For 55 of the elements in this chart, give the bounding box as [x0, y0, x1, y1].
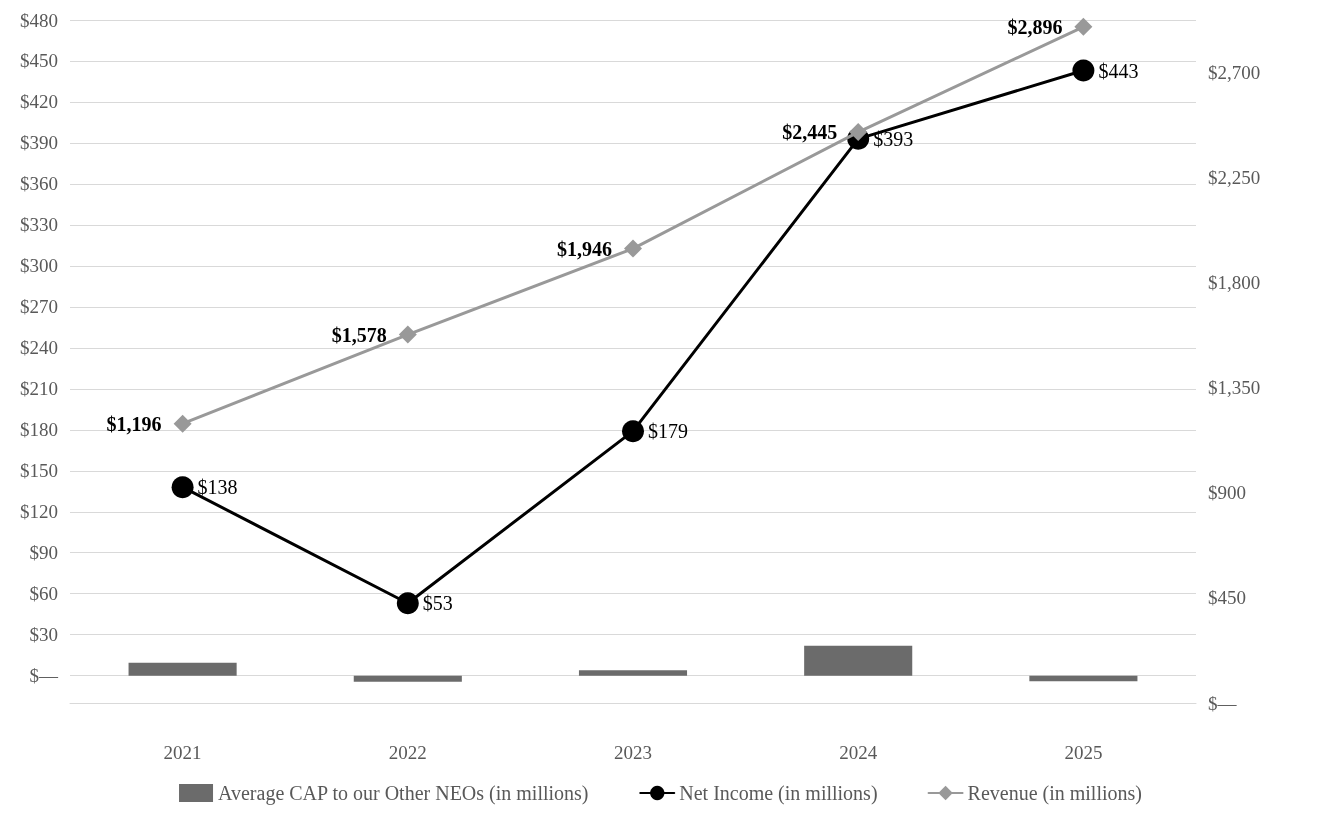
point	[173, 414, 192, 433]
point	[396, 592, 419, 615]
point	[624, 239, 642, 258]
y-tick-label: $480	[20, 9, 58, 31]
data-label: $1,946	[557, 237, 612, 260]
point	[1074, 17, 1093, 36]
data-label: $2,896	[1007, 15, 1063, 38]
data-label: $138	[197, 476, 238, 499]
y2-tick-label: $1,800	[1208, 272, 1261, 294]
point	[849, 123, 868, 142]
legend-label: Net Income (in millions)	[679, 782, 878, 805]
y2-tick-label: $2,250	[1208, 167, 1261, 189]
x-tick-label: 2023	[614, 742, 652, 763]
data-label: $179	[648, 420, 688, 443]
y2-tick-label: $2,700	[1208, 62, 1261, 84]
point	[171, 476, 194, 499]
bar	[128, 662, 237, 676]
data-label: $53	[422, 592, 453, 615]
y-tick-label: $240	[20, 337, 58, 359]
data-label: $1,578	[331, 323, 387, 346]
y2-tick-label: $—	[1208, 692, 1238, 714]
y2-tick-label: $450	[1208, 587, 1246, 609]
bar	[1029, 675, 1138, 682]
data-label: $1,196	[106, 412, 162, 435]
point	[622, 420, 644, 443]
y-tick-label: $330	[20, 214, 58, 236]
x-tick-label: 2022	[388, 742, 427, 763]
y-tick-label: $300	[20, 255, 58, 277]
y-tick-label: $450	[20, 50, 58, 72]
data-label: $2,445	[782, 121, 838, 144]
y-tick-label: $420	[20, 91, 58, 113]
point	[1072, 59, 1095, 82]
y-tick-label: $60	[29, 583, 58, 605]
y-tick-label: $—	[29, 665, 59, 687]
y2-tick-label: $900	[1208, 482, 1246, 504]
bar	[578, 670, 688, 676]
y-tick-label: $150	[20, 460, 58, 482]
y-tick-label: $120	[20, 501, 58, 523]
y-tick-label: $90	[29, 542, 58, 564]
bar	[804, 645, 913, 676]
y-tick-label: $30	[29, 624, 58, 646]
y2-tick-label: $1,350	[1208, 377, 1261, 399]
legend-label: Revenue (in millions)	[967, 782, 1142, 805]
y-tick-label: $210	[20, 378, 58, 400]
x-tick-label: 2024	[839, 742, 878, 763]
legend-label: Average CAP to our Other NEOs (in millions)	[218, 782, 589, 805]
x-tick-label: 2025	[1064, 742, 1103, 763]
y-tick-label: $180	[20, 419, 58, 441]
point	[398, 325, 417, 344]
y-tick-label: $390	[20, 132, 58, 154]
data-label: $443	[1098, 59, 1139, 82]
bar	[353, 675, 462, 682]
y-tick-label: $360	[20, 173, 58, 195]
y-tick-label: $270	[20, 296, 58, 318]
x-tick-label: 2021	[163, 742, 202, 763]
